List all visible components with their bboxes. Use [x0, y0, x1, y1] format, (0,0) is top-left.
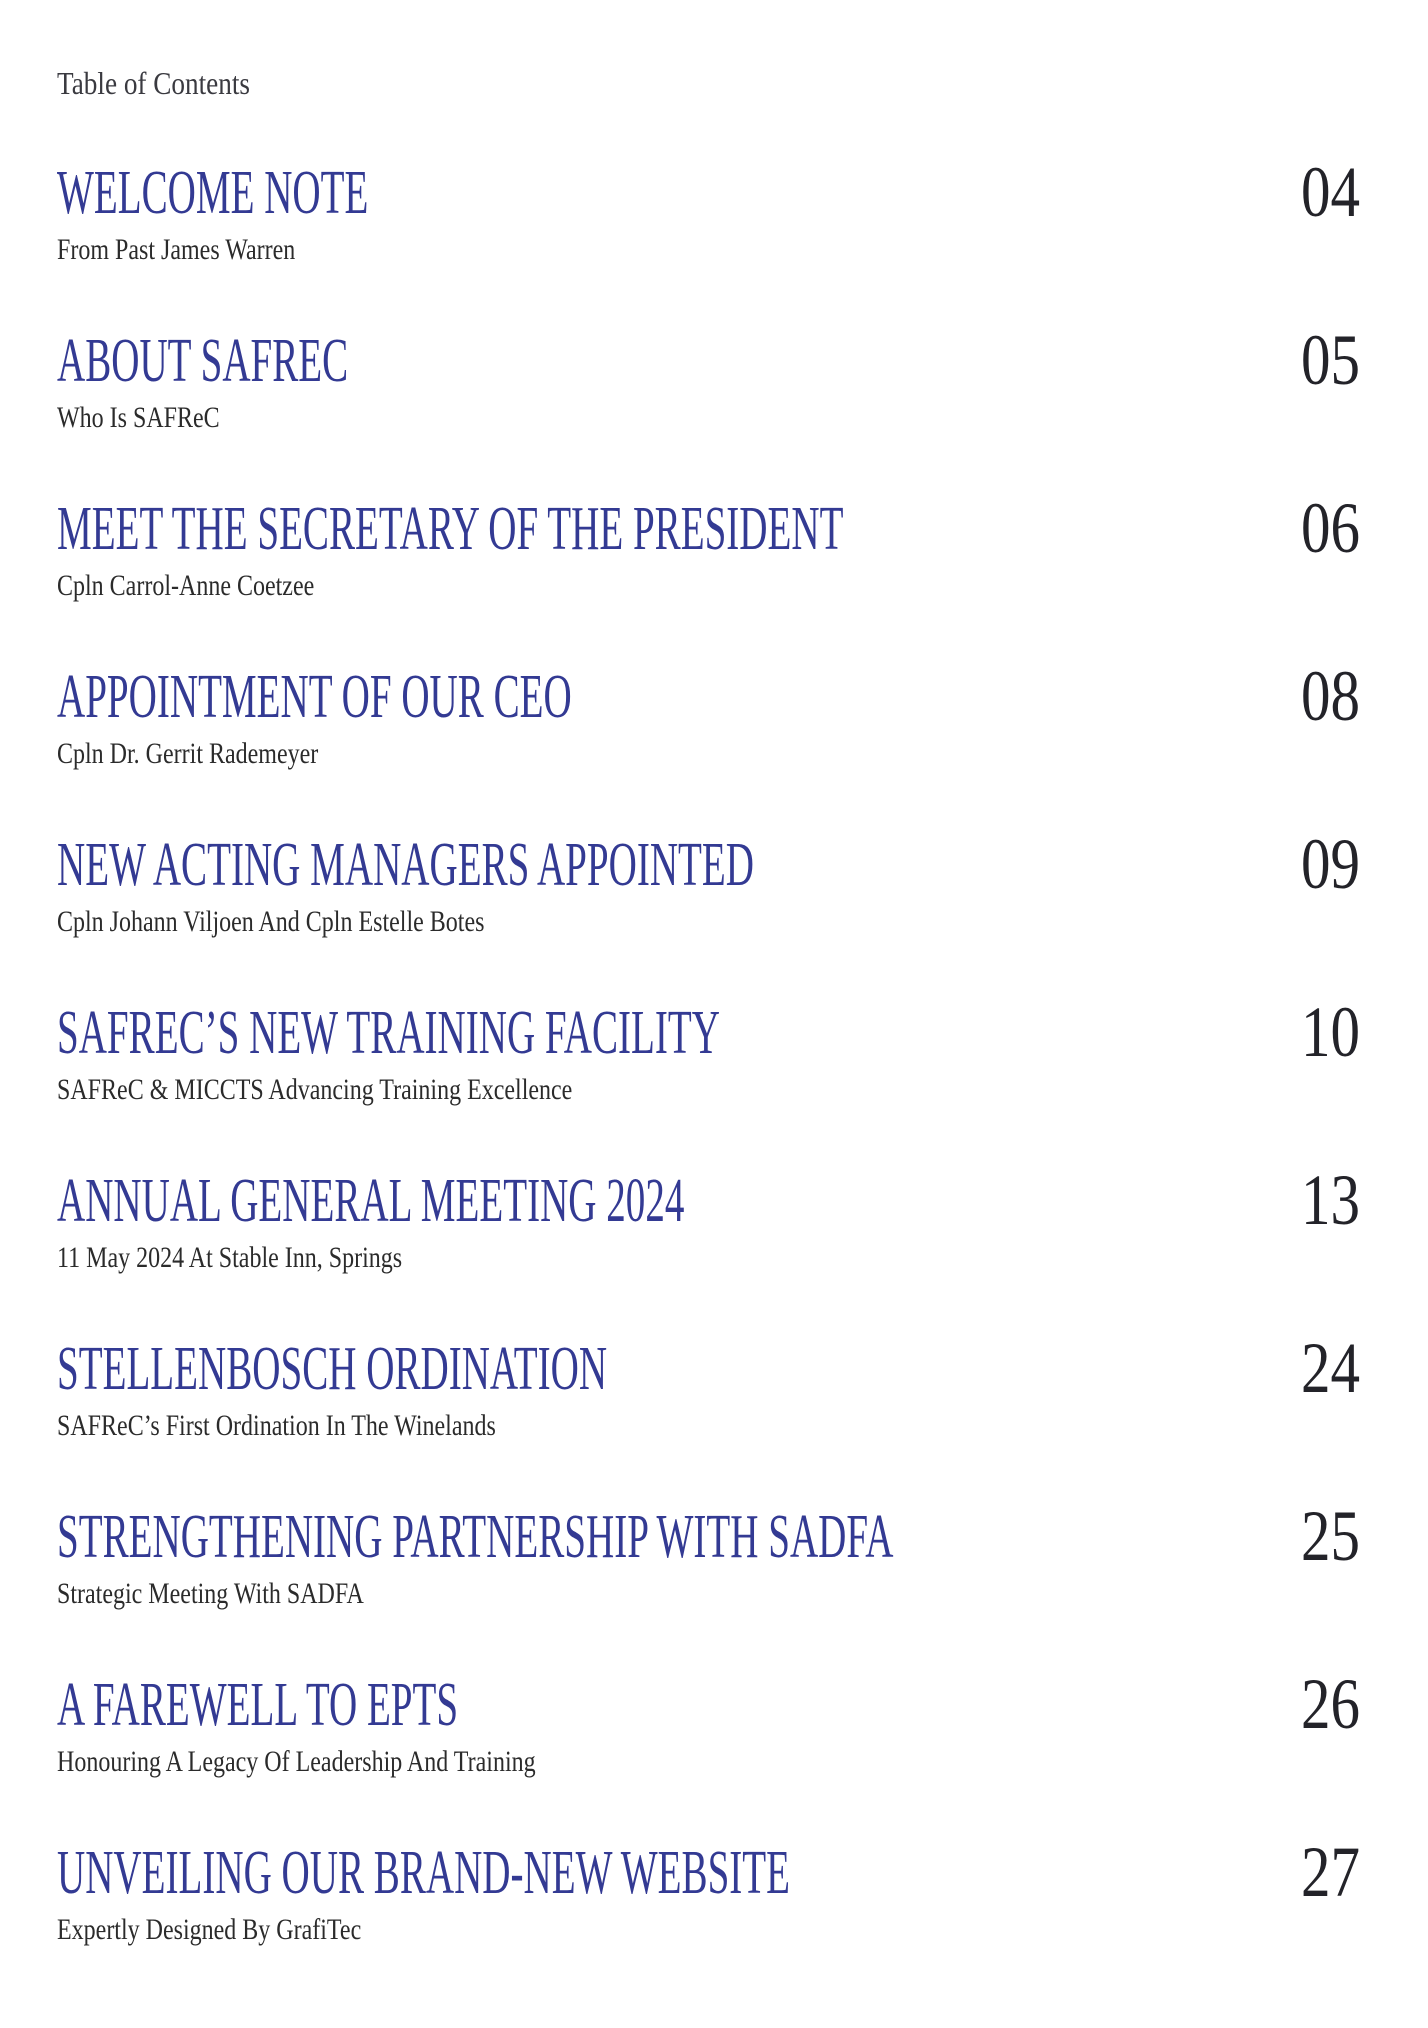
- toc-entry-page-number: 26: [1300, 1664, 1360, 1744]
- toc-entry-text: ABOUT SAFREC Who Is SAFReC: [57, 330, 1360, 434]
- toc-entry-subtitle: Strategic Meeting With SADFA: [57, 1577, 364, 1610]
- toc-entry-text: ANNUAL GENERAL MEETING 2024 11 May 2024 …: [57, 1170, 1360, 1274]
- toc-entry-text: WELCOME NOTE From Past James Warren: [57, 162, 1360, 266]
- toc-entry-subtitle: Expertly Designed By GrafiTec: [57, 1913, 362, 1946]
- toc-entry-title: STRENGTHENING PARTNERSHIP WITH SADFA: [57, 1503, 894, 1571]
- toc-entry-text: SAFREC’S NEW TRAINING FACILITY SAFReC & …: [57, 1002, 1360, 1106]
- toc-entry-text: NEW ACTING MANAGERS APPOINTED Cpln Johan…: [57, 834, 1360, 938]
- toc-entry[interactable]: UNVEILING OUR BRAND-NEW WEBSITE Expertly…: [57, 1836, 1360, 2010]
- toc-entry-title: MEET THE SECRETARY OF THE PRESIDENT: [57, 495, 844, 563]
- toc-entry[interactable]: SAFREC’S NEW TRAINING FACILITY SAFReC & …: [57, 996, 1360, 1170]
- toc-entry-text: UNVEILING OUR BRAND-NEW WEBSITE Expertly…: [57, 1842, 1360, 1946]
- toc-entry-title: NEW ACTING MANAGERS APPOINTED: [57, 831, 754, 899]
- toc-entry-subtitle: Honouring A Legacy Of Leadership And Tra…: [57, 1745, 536, 1778]
- toc-entry-subtitle: SAFReC’s First Ordination In The Winelan…: [57, 1409, 496, 1442]
- toc-entry-page-number: 05: [1300, 320, 1360, 400]
- toc-entry-subtitle: Cpln Dr. Gerrit Rademeyer: [57, 737, 319, 770]
- toc-entry[interactable]: A FAREWELL TO EPTS Honouring A Legacy Of…: [57, 1668, 1360, 1842]
- toc-entry[interactable]: STRENGTHENING PARTNERSHIP WITH SADFA Str…: [57, 1500, 1360, 1674]
- toc-entry-page-number: 08: [1300, 656, 1360, 736]
- toc-entry-text: STRENGTHENING PARTNERSHIP WITH SADFA Str…: [57, 1506, 1360, 1610]
- toc-entry-title: ANNUAL GENERAL MEETING 2024: [57, 1167, 685, 1235]
- toc-entry-page-number: 13: [1300, 1160, 1360, 1240]
- toc-entry-title: A FAREWELL TO EPTS: [57, 1671, 459, 1739]
- toc-entry-list: WELCOME NOTE From Past James Warren 04 A…: [57, 156, 1360, 2010]
- toc-entry[interactable]: APPOINTMENT OF OUR CEO Cpln Dr. Gerrit R…: [57, 660, 1360, 834]
- toc-entry-title: ABOUT SAFREC: [57, 327, 349, 395]
- toc-entry-text: A FAREWELL TO EPTS Honouring A Legacy Of…: [57, 1674, 1360, 1778]
- toc-entry-subtitle: 11 May 2024 At Stable Inn, Springs: [57, 1241, 403, 1274]
- toc-entry-title: APPOINTMENT OF OUR CEO: [57, 663, 572, 731]
- toc-entry[interactable]: ANNUAL GENERAL MEETING 2024 11 May 2024 …: [57, 1164, 1360, 1338]
- toc-entry-text: STELLENBOSCH ORDINATION SAFReC’s First O…: [57, 1338, 1360, 1442]
- toc-entry[interactable]: MEET THE SECRETARY OF THE PRESIDENT Cpln…: [57, 492, 1360, 666]
- toc-entry[interactable]: STELLENBOSCH ORDINATION SAFReC’s First O…: [57, 1332, 1360, 1506]
- toc-entry[interactable]: ABOUT SAFREC Who Is SAFReC 05: [57, 324, 1360, 498]
- toc-entry-page-number: 10: [1300, 992, 1360, 1072]
- toc-entry-title: UNVEILING OUR BRAND-NEW WEBSITE: [57, 1839, 791, 1907]
- toc-entry-page-number: 25: [1300, 1496, 1360, 1576]
- toc-entry-page-number: 06: [1300, 488, 1360, 568]
- toc-entry-subtitle: Who Is SAFReC: [57, 401, 220, 434]
- toc-entry[interactable]: NEW ACTING MANAGERS APPOINTED Cpln Johan…: [57, 828, 1360, 1002]
- toc-entry-subtitle: SAFReC & MICCTS Advancing Training Excel…: [57, 1073, 573, 1106]
- toc-entry-title: WELCOME NOTE: [57, 159, 369, 227]
- toc-entry-subtitle: Cpln Carrol-Anne Coetzee: [57, 569, 315, 602]
- toc-entry-title: SAFREC’S NEW TRAINING FACILITY: [57, 999, 720, 1067]
- toc-entry-subtitle: Cpln Johann Viljoen And Cpln Estelle Bot…: [57, 905, 485, 938]
- toc-entry-text: APPOINTMENT OF OUR CEO Cpln Dr. Gerrit R…: [57, 666, 1360, 770]
- page-title: Table of Contents: [57, 65, 250, 101]
- toc-entry-title: STELLENBOSCH ORDINATION: [57, 1335, 608, 1403]
- toc-entry-page-number: 27: [1300, 1832, 1360, 1912]
- toc-entry-subtitle: From Past James Warren: [57, 233, 296, 266]
- toc-entry-page-number: 24: [1300, 1328, 1360, 1408]
- toc-entry[interactable]: WELCOME NOTE From Past James Warren 04: [57, 156, 1360, 330]
- toc-entry-page-number: 09: [1300, 824, 1360, 904]
- toc-entry-page-number: 04: [1300, 152, 1360, 232]
- toc-entry-text: MEET THE SECRETARY OF THE PRESIDENT Cpln…: [57, 498, 1360, 602]
